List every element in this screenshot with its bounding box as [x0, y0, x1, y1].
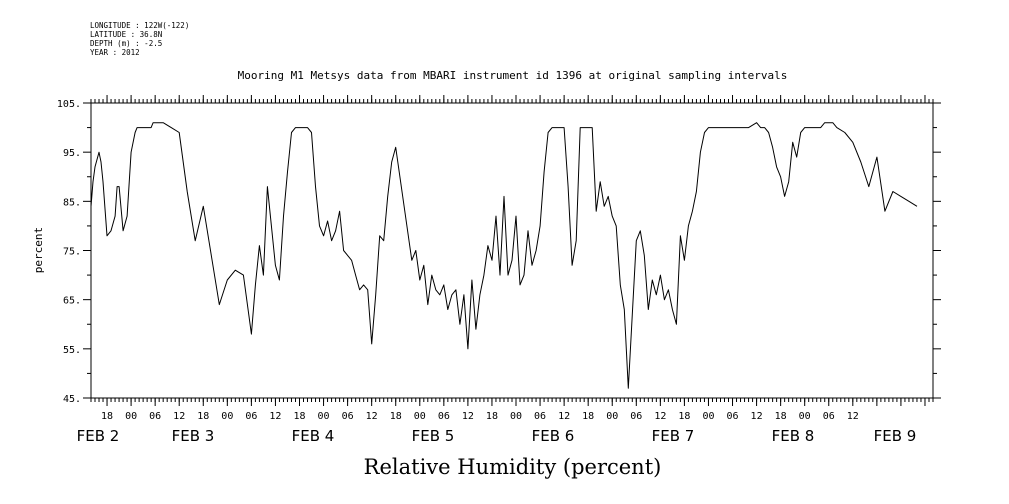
y-axis-title: percent	[32, 227, 45, 273]
chart-title: Mooring M1 Metsys data from MBARI instru…	[237, 69, 788, 82]
chart-subtitle: Relative Humidity (percent)	[363, 455, 662, 479]
y-tick-label: 75.	[63, 247, 81, 258]
longitude-text: LONGITUDE : 122W(-122)	[90, 21, 190, 30]
x-day-label: FEB 2	[77, 427, 120, 445]
x-hour-label: 06	[823, 411, 835, 422]
x-hour-label: 12	[269, 411, 281, 422]
x-hour-label: 06	[342, 411, 354, 422]
y-tick-label: 65.	[63, 296, 81, 307]
x-day-label: FEB 4	[292, 427, 335, 445]
metadata-block: LONGITUDE : 122W(-122) LATITUDE : 36.8N …	[90, 21, 189, 57]
x-day-label: FEB 7	[652, 427, 695, 445]
x-hour-label: 12	[173, 411, 185, 422]
depth-text: DEPTH (m) : -2.5	[90, 39, 163, 48]
x-hour-label: 00	[125, 411, 137, 422]
x-day-label: FEB 8	[772, 427, 815, 445]
x-hour-label: 06	[727, 411, 739, 422]
x-hour-label: 06	[245, 411, 257, 422]
x-hour-label: 00	[414, 411, 426, 422]
x-hour-label: 00	[606, 411, 618, 422]
x-day-label: FEB 3	[172, 427, 215, 445]
x-day-label: FEB 6	[532, 427, 575, 445]
x-hour-label: 18	[582, 411, 594, 422]
year-text: YEAR : 2012	[90, 48, 140, 57]
x-hour-label: 18	[101, 411, 113, 422]
y-tick-label: 45.	[63, 394, 81, 405]
x-hour-label: 12	[654, 411, 666, 422]
x-hour-label: 18	[390, 411, 402, 422]
latitude-text: LATITUDE : 36.8N	[90, 30, 163, 39]
x-hour-label: 18	[678, 411, 690, 422]
x-hour-label: 18	[293, 411, 305, 422]
x-hour-label: 18	[486, 411, 498, 422]
x-hour-label: 00	[510, 411, 522, 422]
x-hour-label: 06	[534, 411, 546, 422]
y-tick-label: 95.	[63, 148, 81, 159]
y-tick-label: 55.	[63, 345, 81, 356]
x-hour-label: 06	[149, 411, 161, 422]
x-hour-label: 18	[775, 411, 787, 422]
x-hour-label: 00	[702, 411, 714, 422]
x-hour-label: 12	[847, 411, 859, 422]
plot-frame	[90, 102, 934, 399]
x-hour-label: 12	[558, 411, 570, 422]
y-tick-label: 85.	[63, 197, 81, 208]
x-hour-label: 00	[318, 411, 330, 422]
humidity-series-line	[90, 122, 918, 389]
x-hour-label: 12	[462, 411, 474, 422]
x-hour-label: 06	[630, 411, 642, 422]
x-hour-label: 00	[799, 411, 811, 422]
x-hour-label: 12	[366, 411, 378, 422]
x-hour-label: 00	[221, 411, 233, 422]
x-day-label: FEB 9	[874, 427, 917, 445]
x-day-label: FEB 5	[412, 427, 455, 445]
x-hour-label: 06	[438, 411, 450, 422]
x-hour-label: 12	[751, 411, 763, 422]
y-tick-label: 105.	[57, 99, 81, 110]
x-hour-label: 18	[197, 411, 209, 422]
